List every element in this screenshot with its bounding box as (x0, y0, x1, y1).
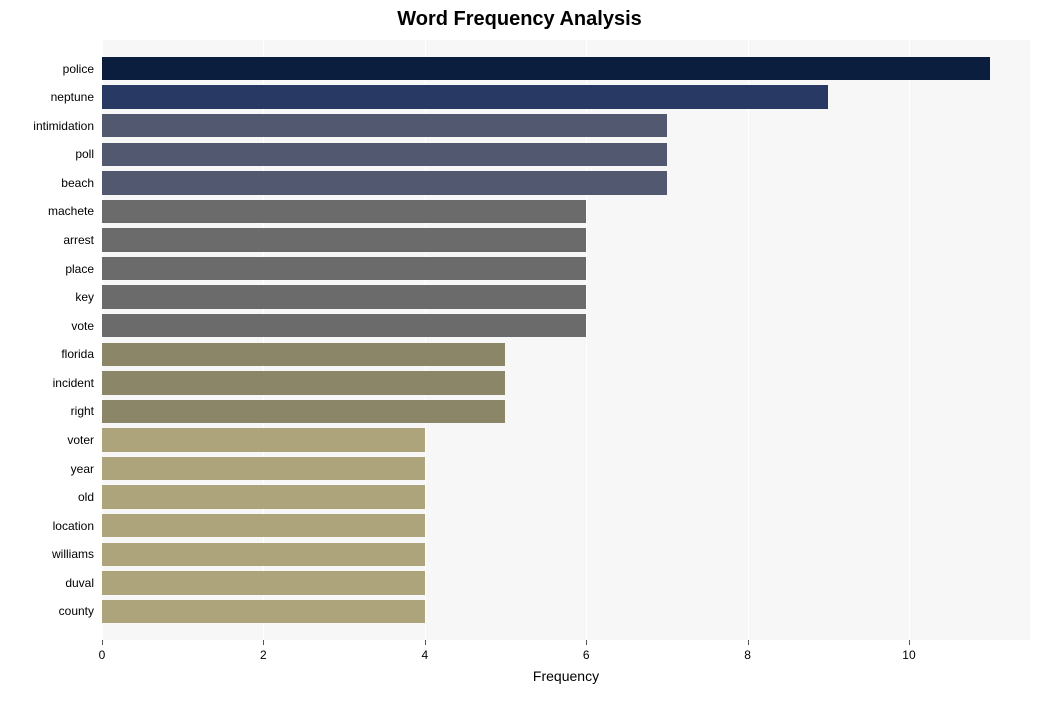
x-tick (102, 640, 103, 645)
y-tick-label: vote (0, 319, 94, 333)
bar (102, 57, 990, 80)
x-tick (263, 640, 264, 645)
y-tick-label: poll (0, 147, 94, 161)
x-tick-label: 10 (902, 648, 915, 662)
bar (102, 285, 586, 308)
bar (102, 457, 425, 480)
x-tick-label: 2 (260, 648, 267, 662)
bar (102, 400, 505, 423)
y-tick-label: voter (0, 433, 94, 447)
x-tick-label: 4 (421, 648, 428, 662)
y-tick-label: florida (0, 347, 94, 361)
y-tick-label: williams (0, 547, 94, 561)
y-tick-label: incident (0, 376, 94, 390)
bar (102, 200, 586, 223)
bar (102, 428, 425, 451)
y-tick-label: place (0, 262, 94, 276)
y-tick-label: key (0, 290, 94, 304)
bar (102, 571, 425, 594)
bar (102, 485, 425, 508)
x-tick-label: 6 (583, 648, 590, 662)
y-tick-label: right (0, 404, 94, 418)
bar (102, 314, 586, 337)
y-tick-label: arrest (0, 233, 94, 247)
y-tick-label: year (0, 462, 94, 476)
x-tick (748, 640, 749, 645)
y-tick-label: beach (0, 176, 94, 190)
y-tick-label: county (0, 604, 94, 618)
bar (102, 171, 667, 194)
y-tick-label: neptune (0, 90, 94, 104)
plot-area (102, 40, 1030, 640)
y-tick-label: intimidation (0, 119, 94, 133)
gridline (909, 40, 910, 640)
y-tick-label: machete (0, 204, 94, 218)
bar (102, 85, 828, 108)
x-tick-label: 0 (99, 648, 106, 662)
gridline (748, 40, 749, 640)
x-tick (909, 640, 910, 645)
chart-title: Word Frequency Analysis (0, 8, 1039, 31)
bar (102, 514, 425, 537)
bar (102, 228, 586, 251)
x-tick-label: 8 (744, 648, 751, 662)
bar (102, 600, 425, 623)
bar (102, 257, 586, 280)
y-tick-label: location (0, 519, 94, 533)
word-frequency-chart: Word Frequency Analysis Frequency 0 2 4 6 8 1… (0, 0, 1039, 701)
x-tick (586, 640, 587, 645)
bar (102, 114, 667, 137)
bar (102, 143, 667, 166)
bar (102, 371, 505, 394)
bar (102, 543, 425, 566)
y-tick-label: police (0, 62, 94, 76)
y-tick-label: duval (0, 576, 94, 590)
y-tick-label: old (0, 490, 94, 504)
x-tick (425, 640, 426, 645)
x-axis-title: Frequency (102, 668, 1030, 684)
bar (102, 343, 505, 366)
